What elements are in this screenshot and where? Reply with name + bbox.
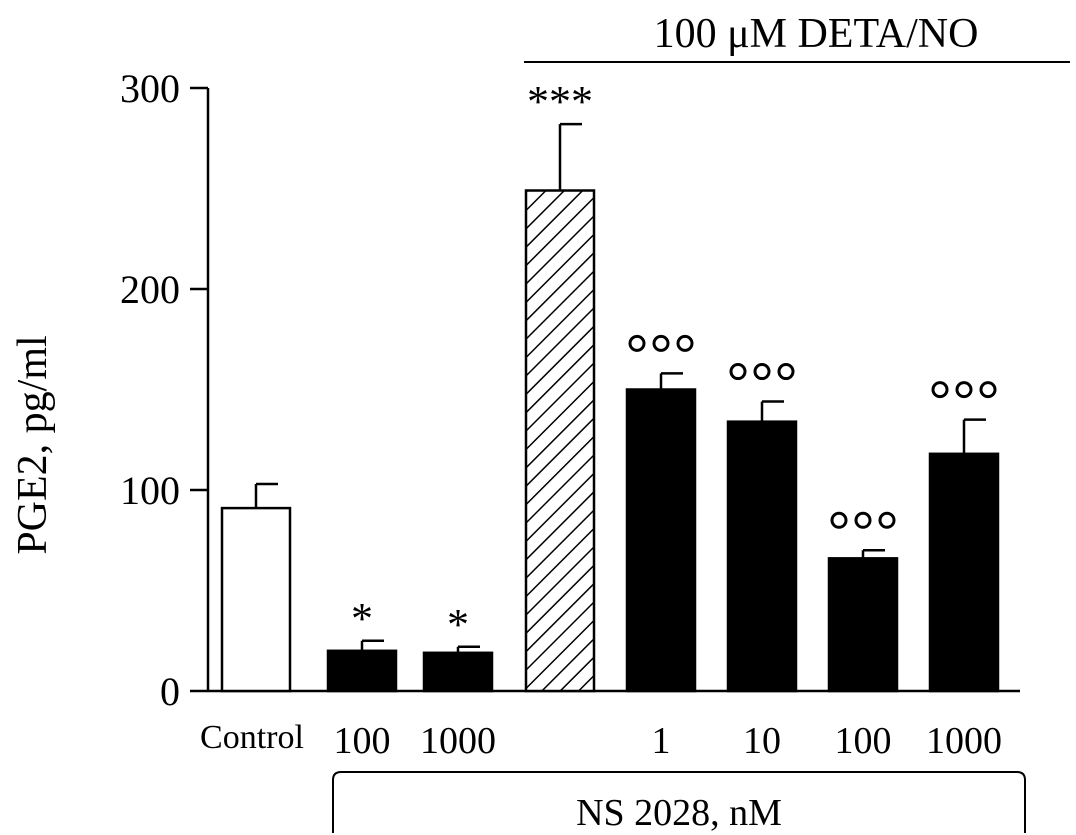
bar (625, 388, 697, 693)
significance-circle (652, 334, 670, 352)
bar (827, 557, 899, 693)
y-ticks: 0 100 200 300 (120, 66, 208, 714)
x-tick-label: Control (200, 719, 304, 756)
y-tick-label: 0 (160, 669, 180, 714)
bottom-bracket (332, 771, 1026, 833)
bar (422, 651, 494, 693)
significance-circle (854, 511, 872, 529)
significance-circle (777, 363, 795, 381)
significance-stars: * (351, 594, 373, 643)
y-tick-label: 200 (120, 267, 180, 312)
x-tick-label: 100 (835, 720, 892, 762)
significance-circle (676, 334, 694, 352)
significance-circle (955, 381, 973, 399)
significance-circle (729, 363, 747, 381)
bar (726, 420, 798, 693)
bar (326, 649, 398, 693)
x-tick-label: 1 (652, 720, 671, 762)
y-axis-label: PGE2, pg/ml (10, 335, 56, 554)
significance-circle (979, 381, 997, 399)
significance-circle (628, 334, 646, 352)
significance-circle (878, 511, 896, 529)
x-tick-labels: Control 100 1000 1 10 100 1000 (200, 719, 1002, 762)
top-bracket-label: 100 μM DETA/NO (654, 11, 979, 57)
significance-circle (931, 381, 949, 399)
bottom-bracket-label: NS 2028, nM (576, 792, 782, 834)
significance-stars: *** (527, 77, 593, 126)
x-tick-label: 100 (334, 720, 391, 762)
x-tick-label: 1000 (420, 720, 496, 762)
significance-circle (753, 363, 771, 381)
x-tick-label: 1000 (926, 720, 1002, 762)
significance-circle (830, 511, 848, 529)
bar (928, 452, 1000, 693)
bar (220, 506, 292, 693)
y-tick-label: 300 (120, 66, 180, 111)
bars: * **** (220, 77, 1000, 693)
significance-stars: * (447, 600, 469, 649)
x-tick-label: 10 (743, 720, 781, 762)
y-tick-label: 100 (120, 468, 180, 513)
bar (524, 189, 596, 693)
